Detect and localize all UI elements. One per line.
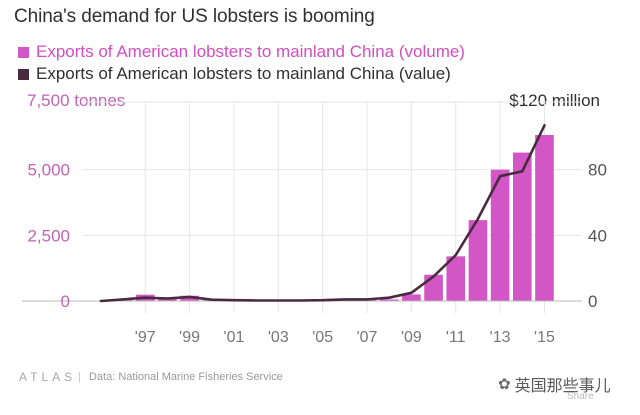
legend-item-value: Exports of American lobsters to mainland… [18,63,451,85]
x-tick-label: '09 [401,329,422,346]
wechat-icon: ✿ [498,375,511,393]
x-tick-label: '97 [135,329,156,346]
footer: ATLAS | Data: National Marine Fisheries … [19,370,283,384]
watermark: ✿ 英国那些事儿 [498,372,611,396]
volume-bar [180,295,199,301]
volume-bar [379,299,399,301]
axis-ticks: 0 2,500 5,000 0 40 80 '97 '99 '01 '03 '05 '07 '09 '11… [27,161,606,346]
x-tick-label: '15 [534,329,555,346]
source-note: Data: National Marine Fisheries Service [88,371,283,383]
atlas-logo: ATLAS [19,370,77,384]
legend-label-value: Exports of American lobsters to mainland… [36,64,451,83]
volume-bar [468,220,488,301]
value-series-line [99,124,546,303]
volume-bar [535,134,554,301]
value-line [99,124,546,303]
volume-bar [402,294,421,301]
volume-bar [512,152,532,301]
right-tick-label: 0 [588,292,597,311]
volume-bar [490,169,510,301]
x-tick-label: '05 [312,329,333,346]
x-tick-label: '03 [268,329,289,346]
left-tick-label: 5,000 [27,161,70,180]
right-axis-top-label: $120 million [509,91,600,110]
footer-separator: | [78,371,81,383]
x-tick-label: '07 [357,329,378,346]
volume-bar [446,256,466,301]
legend-swatch-volume [18,46,29,58]
right-tick-label: 80 [588,161,607,180]
left-tick-label: 0 [61,292,70,311]
x-tick-label: '99 [179,329,200,346]
watermark-text: 英国那些事儿 [514,376,611,395]
volume-bar [424,274,443,301]
x-tick-label: '11 [446,329,466,346]
x-tick-label: '13 [490,329,511,346]
x-tick-label: '01 [224,329,245,346]
volume-bars [113,134,554,301]
chart-title: China's demand for US lobsters is boomin… [14,6,375,27]
left-axis-top-label: 7,500 tonnes [27,91,126,110]
left-tick-label: 2,500 [27,226,70,245]
legend-item-volume: Exports of American lobsters to mainland… [18,41,465,63]
legend-label-volume: Exports of American lobsters to mainland… [36,42,465,61]
legend-swatch-value [18,68,29,80]
share-link[interactable]: Share [567,391,594,402]
right-tick-label: 40 [588,226,607,245]
